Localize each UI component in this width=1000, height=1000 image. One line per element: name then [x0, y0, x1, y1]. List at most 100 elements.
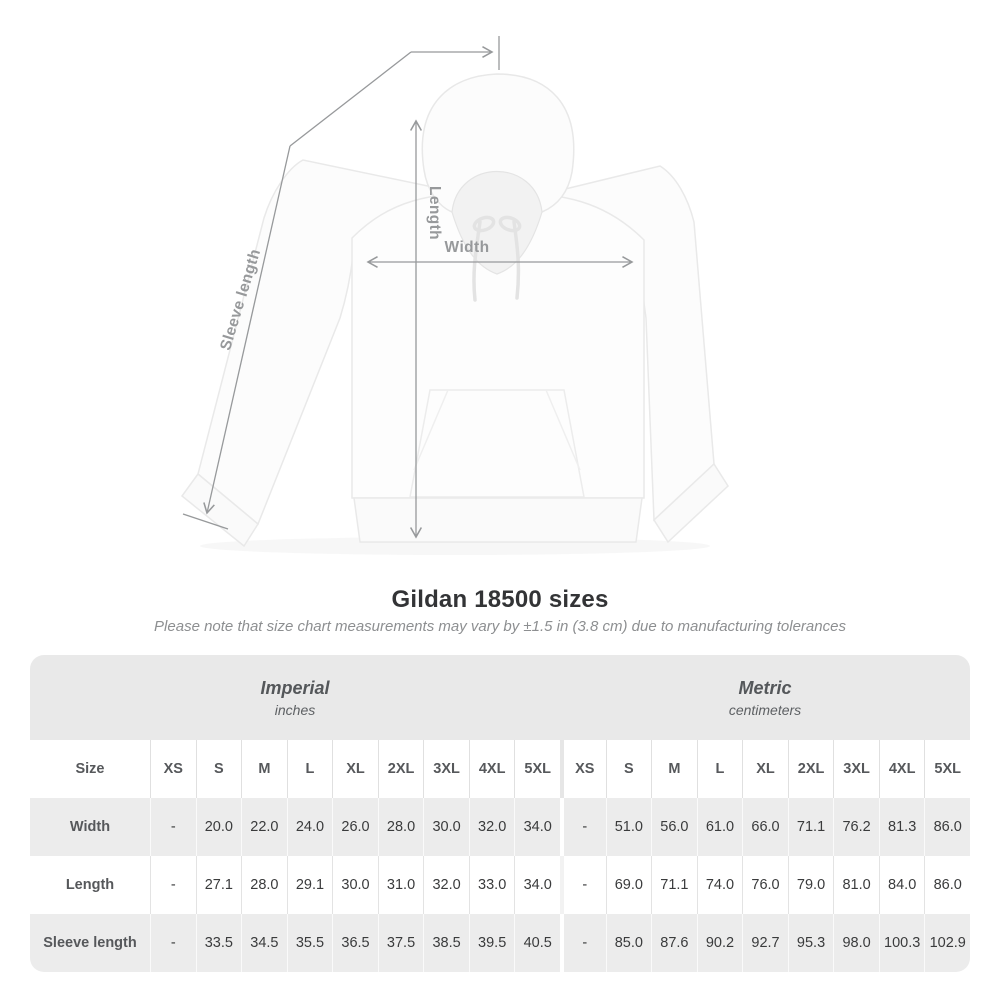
value-cell: - [560, 914, 606, 972]
page-title: Gildan 18500 sizes [391, 586, 609, 613]
unit-group-metric: Metric centimeters [560, 655, 970, 740]
value-cell: 28.0 [241, 856, 287, 914]
size-col-header: S [195, 740, 242, 798]
value-cell: 36.5 [332, 914, 378, 972]
size-col-header: 2XL [377, 740, 424, 798]
value-cell: 26.0 [332, 798, 378, 856]
sleeve-measure-arm-segment [203, 145, 291, 515]
size-col-header: 2XL [787, 740, 834, 798]
size-col-header: XS [150, 740, 196, 798]
value-cell: 39.5 [468, 914, 515, 972]
size-col-header: XL [742, 740, 788, 798]
size-chart-table: Imperial inches Metric centimeters Size … [30, 655, 970, 972]
value-cell: 87.6 [651, 914, 697, 972]
size-col-header: S [605, 740, 652, 798]
value-cell: 34.0 [514, 798, 560, 856]
value-cell: 92.7 [742, 914, 788, 972]
value-cell: - [560, 856, 606, 914]
size-col-header: 3XL [423, 740, 469, 798]
sleeve-measure-tick-bottom [182, 513, 229, 530]
size-col-header: L [696, 740, 743, 798]
size-col-header: 5XL [514, 740, 560, 798]
size-col-header: M [241, 740, 287, 798]
value-cell: 20.0 [195, 798, 242, 856]
value-cell: 71.1 [651, 856, 697, 914]
size-col-header: 4XL [878, 740, 925, 798]
table-row: Length -27.1 28.0 29.1 30.0 31.0 32.0 33.0 34.0-… [30, 856, 970, 914]
value-cell: 30.0 [332, 856, 378, 914]
value-cell: 37.5 [377, 914, 424, 972]
value-cell: 66.0 [742, 798, 788, 856]
size-col-header: 4XL [468, 740, 515, 798]
width-label: Width [445, 239, 490, 256]
value-cell: 98.0 [833, 914, 879, 972]
imperial-label: Imperial [260, 677, 330, 698]
value-cell: 61.0 [696, 798, 743, 856]
value-cell: 76.0 [742, 856, 788, 914]
value-cell: 90.2 [696, 914, 743, 972]
value-cell: 27.1 [195, 856, 242, 914]
value-cell: 40.5 [514, 914, 560, 972]
value-cell: 95.3 [787, 914, 834, 972]
hoodie-illustration [180, 73, 729, 555]
value-cell: 79.0 [787, 856, 834, 914]
imperial-unit-label: inches [274, 701, 316, 718]
value-cell: 84.0 [878, 856, 925, 914]
value-cell: 29.1 [286, 856, 333, 914]
size-col-header: M [651, 740, 697, 798]
hoodie-measurement-diagram: Sleeve length Length Width [180, 36, 729, 555]
value-cell: 32.0 [423, 856, 469, 914]
value-cell: 74.0 [696, 856, 743, 914]
value-cell: - [150, 856, 196, 914]
size-corner-header: Size [75, 761, 105, 777]
value-cell: 81.0 [833, 856, 879, 914]
value-cell: 22.0 [241, 798, 287, 856]
value-cell: 28.0 [377, 798, 424, 856]
measurement-lines [182, 36, 634, 539]
value-cell: 32.0 [468, 798, 515, 856]
value-cell: 31.0 [377, 856, 424, 914]
value-cell: 30.0 [423, 798, 469, 856]
size-col-header: 5XL [924, 740, 970, 798]
size-col-header: XS [560, 740, 606, 798]
sleeve-measure-shoulder-segment [289, 51, 412, 147]
value-cell: 51.0 [605, 798, 652, 856]
row-label: Width [69, 819, 111, 835]
row-label: Sleeve length [43, 935, 137, 951]
row-label: Length [65, 877, 115, 893]
tolerance-note: Please note that size chart measurements… [154, 618, 846, 635]
value-cell: 56.0 [651, 798, 697, 856]
table-row: Sleeve length -33.5 34.5 35.5 36.5 37.5 38.5 39… [30, 914, 970, 972]
table-row: Width -20.0 22.0 24.0 26.0 28.0 30.0 32.0 34.0-5… [30, 798, 970, 856]
metric-label: Metric [738, 677, 792, 698]
value-cell: 102.9 [924, 914, 970, 972]
value-cell: - [150, 798, 196, 856]
size-col-header: XL [332, 740, 378, 798]
value-cell: 100.3 [878, 914, 925, 972]
value-cell: 81.3 [878, 798, 925, 856]
value-cell: 33.5 [195, 914, 242, 972]
unit-header-band: Imperial inches Metric centimeters [30, 655, 970, 740]
value-cell: - [560, 798, 606, 856]
table-body: Width -20.0 22.0 24.0 26.0 28.0 30.0 32.0 34.0-5… [30, 798, 970, 972]
value-cell: 34.0 [514, 856, 560, 914]
value-cell: - [150, 914, 196, 972]
size-col-header: 3XL [833, 740, 879, 798]
value-cell: 24.0 [286, 798, 333, 856]
size-header-row: Size XS S M L XL 2XL 3XL 4XL 5XL XS S M L XL 2XL 3XL 4XL… [30, 740, 970, 798]
unit-group-imperial: Imperial inches [30, 655, 560, 740]
value-cell: 85.0 [605, 914, 652, 972]
metric-unit-label: centimeters [728, 701, 802, 718]
value-cell: 33.0 [468, 856, 515, 914]
value-cell: 86.0 [924, 856, 970, 914]
value-cell: 71.1 [787, 798, 834, 856]
value-cell: 35.5 [286, 914, 333, 972]
value-cell: 76.2 [833, 798, 879, 856]
value-cell: 38.5 [423, 914, 469, 972]
value-cell: 34.5 [241, 914, 287, 972]
value-cell: 69.0 [605, 856, 652, 914]
value-cell: 86.0 [924, 798, 970, 856]
size-col-header: L [286, 740, 333, 798]
length-label: Length [426, 186, 443, 240]
